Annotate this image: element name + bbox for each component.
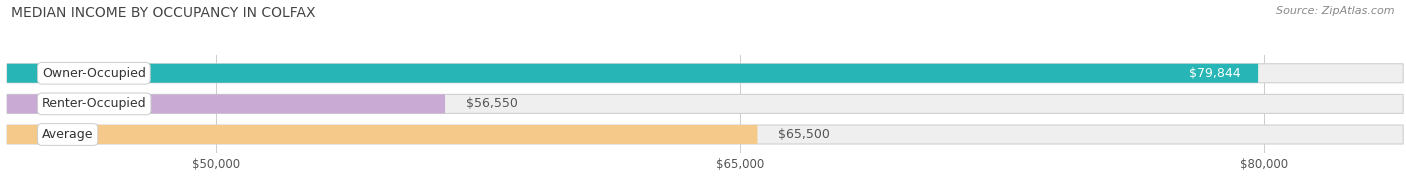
- FancyBboxPatch shape: [7, 94, 446, 113]
- FancyBboxPatch shape: [7, 94, 1403, 113]
- Text: Owner-Occupied: Owner-Occupied: [42, 67, 146, 80]
- FancyBboxPatch shape: [7, 125, 1403, 144]
- Text: Average: Average: [42, 128, 93, 141]
- Text: Source: ZipAtlas.com: Source: ZipAtlas.com: [1277, 6, 1395, 16]
- FancyBboxPatch shape: [7, 64, 1258, 83]
- Text: MEDIAN INCOME BY OCCUPANCY IN COLFAX: MEDIAN INCOME BY OCCUPANCY IN COLFAX: [11, 6, 316, 20]
- Text: $56,550: $56,550: [465, 97, 517, 110]
- Text: $65,500: $65,500: [779, 128, 831, 141]
- FancyBboxPatch shape: [7, 125, 758, 144]
- Text: Renter-Occupied: Renter-Occupied: [42, 97, 146, 110]
- FancyBboxPatch shape: [7, 64, 1403, 83]
- Text: $79,844: $79,844: [1189, 67, 1240, 80]
